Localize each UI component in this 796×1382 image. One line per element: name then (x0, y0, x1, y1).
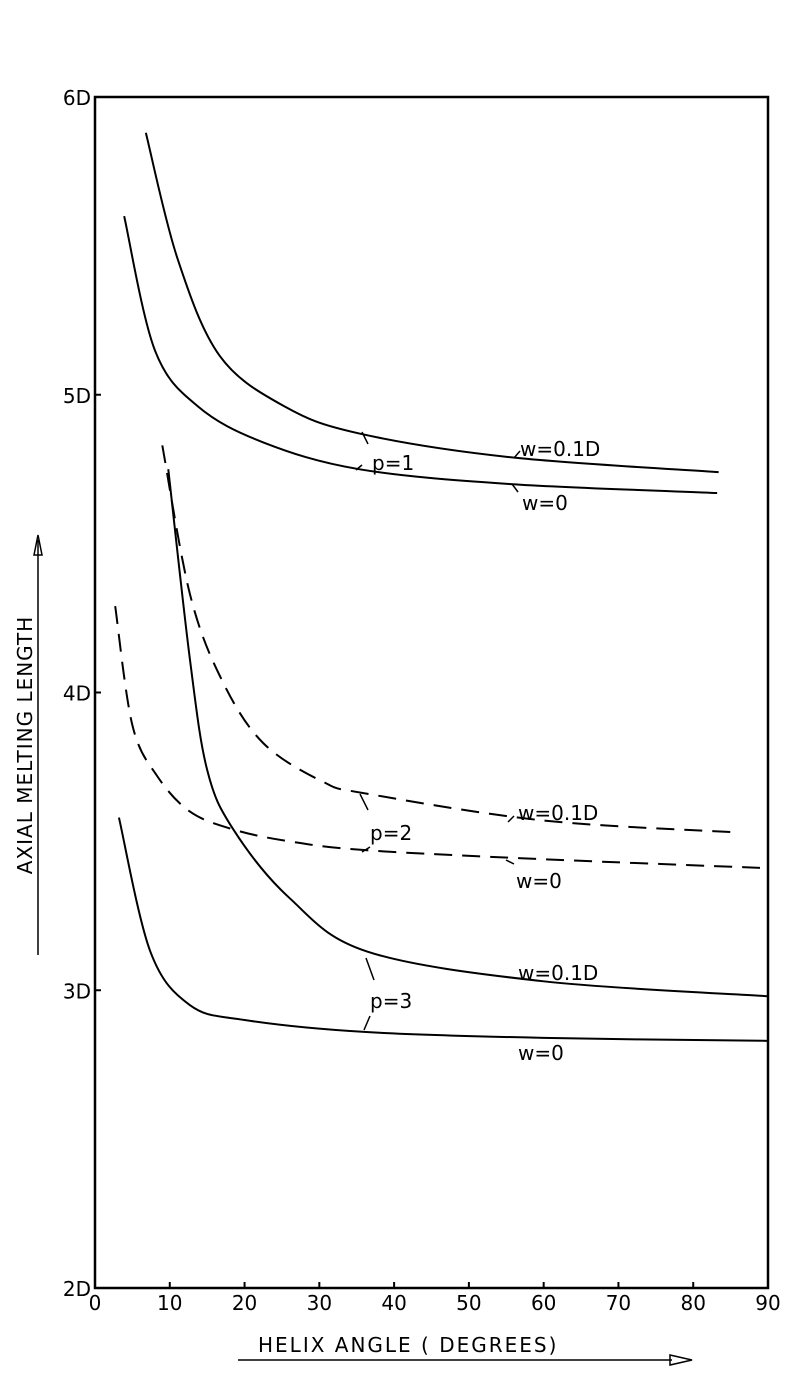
curve-p2-w0 (114, 606, 769, 870)
plot-frame (93, 95, 770, 1290)
label-leaders (355, 431, 521, 1031)
x-axis-label: HELIX ANGLE ( DEGREES) (258, 1333, 558, 1357)
x-tick-label: 0 (89, 1291, 102, 1315)
curve-p3-w0 (117, 817, 769, 1042)
x-tick-label: 20 (232, 1291, 257, 1315)
y-tick-label: 2D (63, 1277, 91, 1301)
y-axis-arrow (33, 534, 43, 955)
y-tick-label: 4D (63, 682, 91, 706)
y-tick-label: 6D (63, 86, 91, 110)
label-p3-w01: w=0.1D (518, 961, 598, 985)
x-axis-arrow (238, 1354, 693, 1366)
curves (114, 132, 769, 1042)
label-p1: p=1 (372, 451, 414, 475)
label-p3-w0: w=0 (518, 1041, 564, 1065)
curve-p3-w01D (167, 469, 769, 998)
curve-p1-w0 (123, 215, 718, 495)
x-tick-label: 90 (755, 1291, 780, 1315)
y-ticks: 2D 3D 4D 5D 6D (63, 86, 101, 1301)
y-axis-label: AXIAL MELTING LENGTH (13, 616, 37, 874)
x-tick-label: 50 (456, 1291, 481, 1315)
y-tick-label: 5D (63, 384, 91, 408)
x-tick-label: 70 (606, 1291, 631, 1315)
x-tick-label: 30 (307, 1291, 332, 1315)
y-tick-label: 3D (63, 979, 91, 1003)
x-ticks: 0 10 20 30 40 50 60 70 80 90 (89, 1282, 781, 1315)
x-tick-label: 40 (381, 1291, 406, 1315)
x-tick-label: 10 (157, 1291, 182, 1315)
label-p3: p=3 (370, 989, 412, 1013)
label-p2: p=2 (370, 821, 412, 845)
label-p2-w0: w=0 (516, 869, 562, 893)
label-p1-w0: w=0 (522, 491, 568, 515)
x-tick-label: 60 (531, 1291, 556, 1315)
curve-p2-w01D (161, 445, 739, 834)
x-tick-label: 80 (680, 1291, 705, 1315)
label-p2-w01: w=0.1D (518, 801, 598, 825)
curve-p1-w01D (144, 132, 719, 474)
label-p1-w01: w=0.1D (520, 437, 600, 461)
